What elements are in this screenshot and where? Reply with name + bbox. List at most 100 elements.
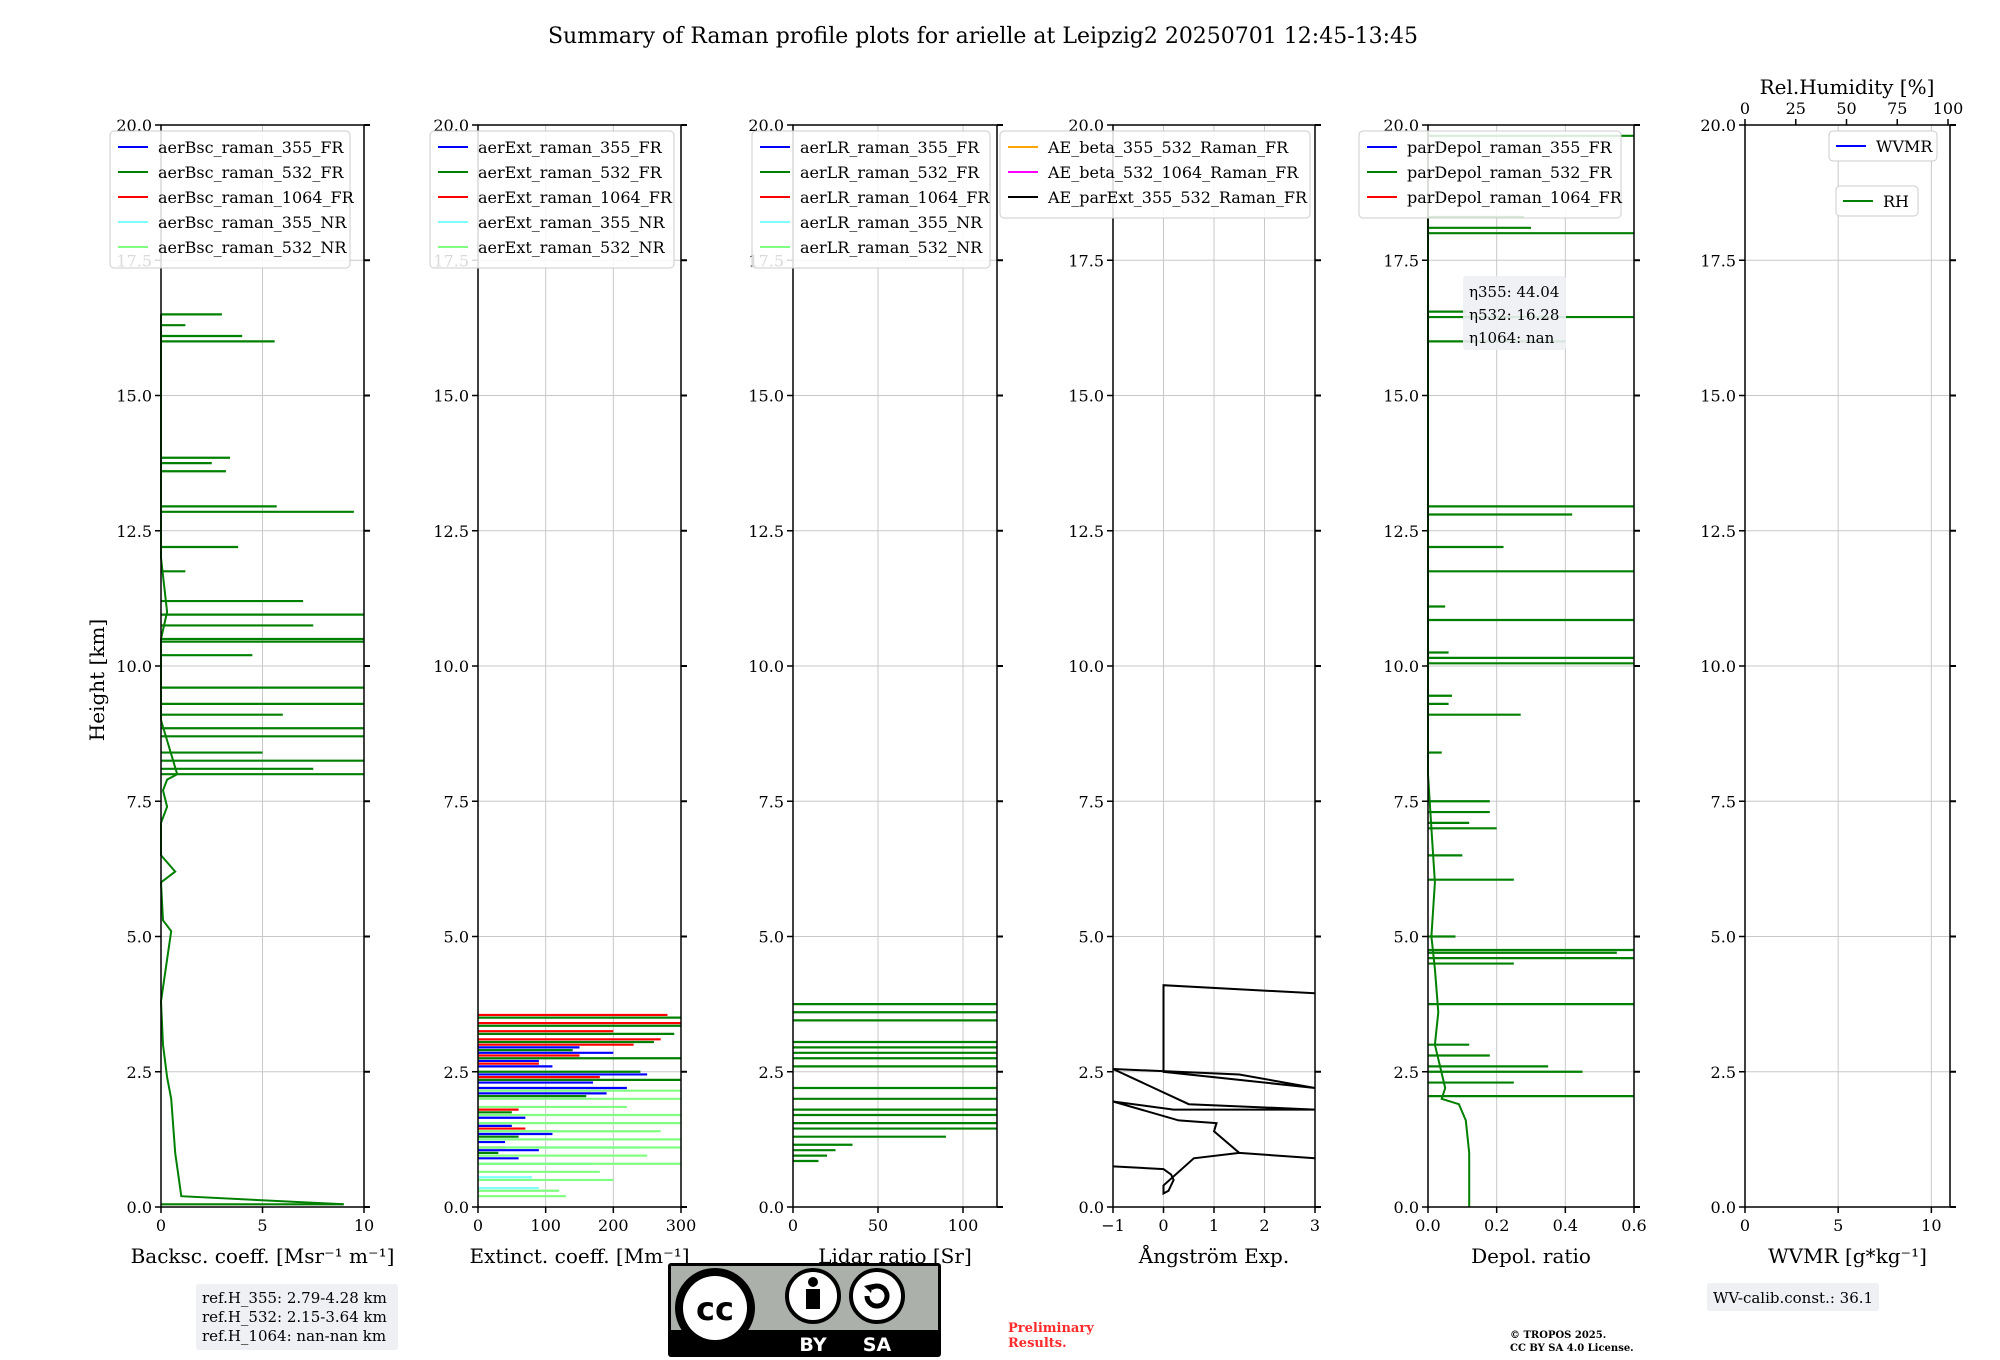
panel-5: 0.0 2.5 5.0 7.5 10.0 12.5 15.0 17.5 20.0 0.0 0.2 0.… [1358, 116, 1647, 1268]
axes-frame [792, 124, 998, 1208]
legend-entry: aerExt_raman_355_NR [478, 213, 666, 232]
y-tick-label: 10.0 [433, 657, 469, 676]
y-tick-label: 17.5 [1383, 251, 1419, 270]
legend-entry: aerLR_raman_532_NR [800, 238, 983, 257]
y-tick-label: 7.5 [1711, 792, 1736, 811]
x-tick-label: 2 [1259, 1216, 1269, 1235]
panel-1: 0.02.55.07.510.012.515.017.520.00510Back… [109, 116, 395, 1268]
legend-entry: RH [1883, 192, 1909, 211]
figure-title: Summary of Raman profile plots for ariel… [548, 24, 1418, 49]
legend-box [751, 130, 991, 269]
y-tick-label: 0.0 [1711, 1198, 1736, 1217]
share-alike-arrowhead [864, 1284, 873, 1293]
panel-6: 0.02.55.07.510.012.515.017.520.00 5 10WVMR… [1700, 75, 1963, 1311]
y-tick-label: 5.0 [444, 928, 469, 947]
y-tick-label: 0.0 [1394, 1198, 1419, 1217]
ref-height-1064: ref.H_1064: nan-nan km [202, 1327, 386, 1345]
y-tick-label: 5.0 [127, 928, 152, 947]
y-tick-label: 2.5 [1079, 1063, 1104, 1082]
series-aerExt_raman_532_NR [478, 1089, 681, 1198]
legend-entry: aerBsc_raman_355_FR [158, 138, 344, 157]
cc-icon [683, 1276, 747, 1340]
eta-annotation-line: η355: 44.04 [1469, 283, 1559, 301]
x-tick-label: 0.2 [1484, 1216, 1509, 1235]
y-tick-label: 15.0 [433, 387, 469, 406]
y-tick-label: 12.5 [1383, 522, 1419, 541]
x-tick-label: 0 [473, 1216, 483, 1235]
top-tick-label: 75 [1887, 99, 1907, 118]
x-tick-label: 0 [1158, 1216, 1168, 1235]
x-tick-label: 1 [1209, 1216, 1219, 1235]
y-tick-label: 10.0 [116, 657, 152, 676]
x-axis-label: Extinct. coeff. [Mm⁻¹] [469, 1244, 689, 1268]
attribution-icon-head [808, 1277, 818, 1287]
legend-box [429, 130, 675, 269]
legend-entry: aerLR_raman_355_NR [800, 213, 983, 232]
series-aerBsc_raman_532_FR [159, 313, 364, 1206]
x-tick-label: 300 [666, 1216, 697, 1235]
x-tick-label: 5 [1833, 1216, 1843, 1235]
attribution-icon-body [806, 1289, 820, 1309]
series-aerExt_raman_532_FR [478, 1016, 681, 1155]
x-tick-label: −1 [1101, 1216, 1125, 1235]
y-tick-label: 12.5 [1068, 522, 1104, 541]
y-tick-label: 12.5 [1700, 522, 1736, 541]
badge-by-text: BY [799, 1334, 826, 1356]
top-tick-label: 50 [1836, 99, 1856, 118]
y-tick-label: 5.0 [1711, 928, 1736, 947]
x-tick-label: 200 [598, 1216, 629, 1235]
y-tick-label: 7.5 [1394, 792, 1419, 811]
axes-frame [1427, 124, 1635, 1208]
x-tick-label: 0.6 [1621, 1216, 1646, 1235]
y-tick-label: 2.5 [1711, 1063, 1736, 1082]
legend-entry: aerLR_raman_355_FR [800, 138, 980, 157]
ref-height-355: ref.H_355: 2.79-4.28 km [202, 1289, 387, 1307]
y-tick-label: 2.5 [127, 1063, 152, 1082]
y-tick-label: 10.0 [1383, 657, 1419, 676]
legend-entry: aerExt_raman_1064_FR [478, 188, 673, 207]
legend-box [999, 130, 1311, 219]
profile-line [1112, 984, 1316, 1196]
x-tick-label: 0.0 [1415, 1216, 1440, 1235]
x-tick-label: 0 [156, 1216, 166, 1235]
x-axis-label: Backsc. coeff. [Msr⁻¹ m⁻¹] [131, 1244, 395, 1268]
top-tick-label: 25 [1786, 99, 1806, 118]
cc-license-badge: cc BY SA [668, 1263, 941, 1357]
y-tick-label: 5.0 [1079, 928, 1104, 947]
legend-entry: aerBsc_raman_532_NR [158, 238, 347, 257]
ref-heights-box: ref.H_355: 2.79-4.28 km ref.H_532: 2.15-… [196, 1284, 398, 1350]
x-tick-label: 3 [1310, 1216, 1320, 1235]
x-tick-label: 100 [948, 1216, 979, 1235]
y-tick-label: 12.5 [748, 522, 784, 541]
y-tick-label: 15.0 [1383, 387, 1419, 406]
axes-frame [1744, 124, 1951, 1208]
y-tick-label: 15.0 [116, 387, 152, 406]
x-tick-label: 0 [1740, 1216, 1750, 1235]
x-tick-label: 50 [868, 1216, 888, 1235]
profile-line [159, 314, 344, 1206]
cc-icon-text: cc [696, 1290, 734, 1328]
y-tick-label: 0.0 [1079, 1198, 1104, 1217]
legend-entry: aerLR_raman_1064_FR [800, 188, 990, 207]
y-tick-label: 20.0 [1068, 116, 1104, 135]
x-axis-label: Depol. ratio [1471, 1244, 1591, 1268]
y-tick-label: 2.5 [1394, 1063, 1419, 1082]
panel-3: 0.02.55.07.510.012.515.017.520.0050100Li… [748, 116, 1003, 1268]
y-tick-label: 5.0 [759, 928, 784, 947]
legend-entry: WVMR [1876, 137, 1933, 156]
legend-entry: aerBsc_raman_1064_FR [158, 188, 355, 207]
y-tick-label: 7.5 [759, 792, 784, 811]
legend-box-wvmr [1828, 130, 1938, 162]
legend-entry: aerExt_raman_532_NR [478, 238, 666, 257]
legend-entry: AE_beta_355_532_Raman_FR [1047, 138, 1289, 157]
y-tick-label: 20.0 [748, 116, 784, 135]
y-tick-label: 2.5 [444, 1063, 469, 1082]
legend-entry: parDepol_raman_1064_FR [1407, 188, 1623, 207]
x-tick-label: 0 [788, 1216, 798, 1235]
ref-height-532: ref.H_532: 2.15-3.64 km [202, 1308, 387, 1326]
x-tick-label: 5 [257, 1216, 267, 1235]
legend-entry: AE_beta_532_1064_Raman_FR [1047, 163, 1299, 182]
badge-sa-text: SA [863, 1334, 892, 1356]
share-alike-arrow [864, 1283, 890, 1309]
